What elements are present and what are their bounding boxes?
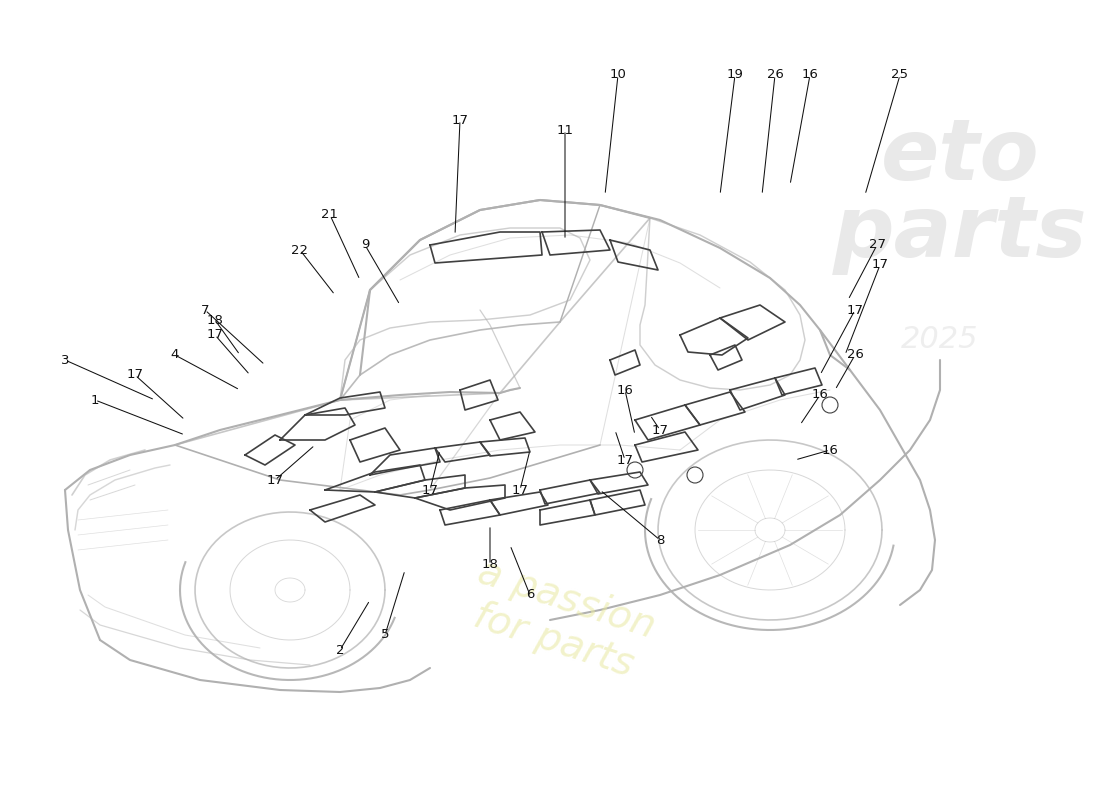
Text: 17: 17 bbox=[126, 369, 143, 382]
Text: 17: 17 bbox=[451, 114, 469, 126]
Text: 2: 2 bbox=[336, 643, 344, 657]
Text: 18: 18 bbox=[207, 314, 223, 326]
Text: 17: 17 bbox=[266, 474, 284, 486]
Text: 17: 17 bbox=[871, 258, 889, 271]
Text: 11: 11 bbox=[557, 123, 573, 137]
Text: 19: 19 bbox=[727, 69, 744, 82]
Text: 8: 8 bbox=[656, 534, 664, 546]
Text: 5: 5 bbox=[381, 629, 389, 642]
Text: 26: 26 bbox=[767, 69, 783, 82]
Text: 22: 22 bbox=[292, 243, 308, 257]
Text: 17: 17 bbox=[616, 454, 634, 466]
Text: 27: 27 bbox=[869, 238, 886, 251]
Text: 17: 17 bbox=[421, 483, 439, 497]
Text: 17: 17 bbox=[207, 329, 223, 342]
Text: a passion
for parts: a passion for parts bbox=[460, 553, 660, 687]
Text: 17: 17 bbox=[847, 303, 864, 317]
Text: 7: 7 bbox=[200, 303, 209, 317]
Text: 25: 25 bbox=[891, 69, 909, 82]
Text: 9: 9 bbox=[361, 238, 370, 251]
Text: 16: 16 bbox=[802, 69, 818, 82]
Text: 17: 17 bbox=[651, 423, 669, 437]
Text: 18: 18 bbox=[482, 558, 498, 571]
Text: 21: 21 bbox=[321, 209, 339, 222]
Text: 4: 4 bbox=[170, 349, 179, 362]
Text: eto
parts: eto parts bbox=[833, 115, 1087, 274]
Text: 1: 1 bbox=[90, 394, 99, 406]
Text: 17: 17 bbox=[512, 483, 528, 497]
Text: 16: 16 bbox=[822, 443, 838, 457]
Text: 10: 10 bbox=[609, 69, 626, 82]
Text: 6: 6 bbox=[526, 589, 535, 602]
Text: 26: 26 bbox=[847, 349, 864, 362]
Text: 3: 3 bbox=[60, 354, 69, 366]
Text: 16: 16 bbox=[617, 383, 634, 397]
Text: 16: 16 bbox=[812, 389, 828, 402]
Text: 2025: 2025 bbox=[901, 326, 979, 354]
